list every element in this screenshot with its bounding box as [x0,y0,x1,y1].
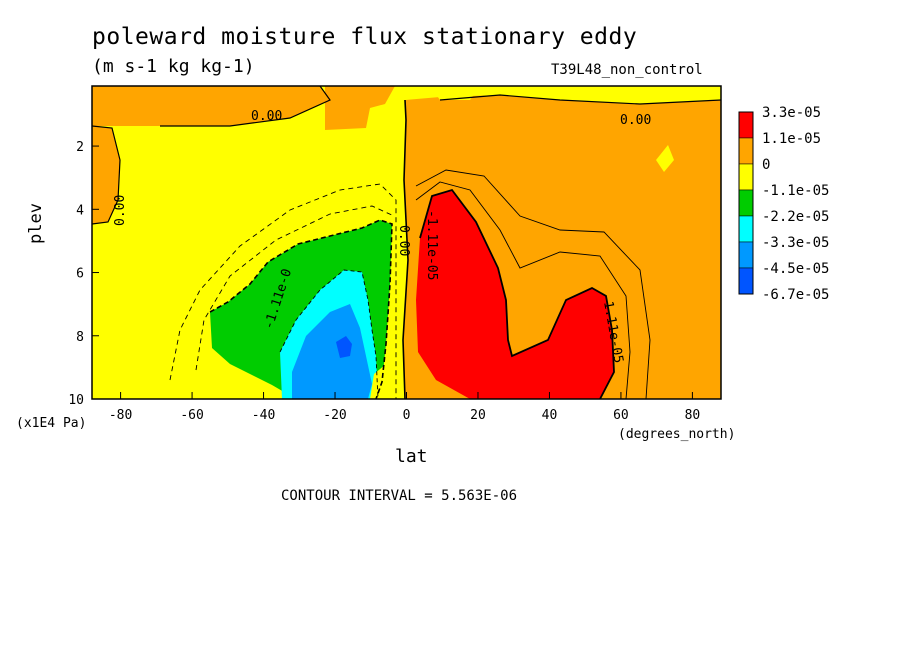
colorbar-label: -1.1e-05 [762,183,829,199]
fill-yellow-island-east [656,145,674,172]
y-axis-unit: (x1E4 Pa) [16,416,87,431]
colorbar-label: -2.2e-05 [762,209,829,225]
x-axis-label: lat [395,446,428,467]
y-axis-ticks: 2 4 6 8 10 [68,140,99,408]
colorbar-label: 3.3e-05 [762,105,821,121]
colorbar-swatch [738,189,754,217]
colorbar-label: 1.1e-05 [762,131,821,147]
colorbar-swatch [738,137,754,165]
fill-red-max-10n [416,190,614,399]
y-tick-label: 6 [76,267,84,282]
y-tick-label: 8 [76,330,84,345]
contour-negative-mid [195,205,395,371]
y-tick-label: 2 [76,140,84,155]
fill-orange-top-mid [325,86,395,130]
colorbar-swatch [738,241,754,269]
x-tick-label: 80 [685,408,701,423]
x-tick-label: 0 [403,408,411,423]
colorbar-swatch [738,267,754,295]
colorbar-swatch [738,163,754,191]
contour-label: -1.11e-05 [424,210,439,280]
colorbar-label: -3.3e-05 [762,235,829,251]
y-tick-label: 10 [68,393,84,408]
contour-zero-top [160,86,331,127]
contour-label: 0.00 [620,113,651,128]
contour-zero-left [92,125,121,225]
run-label: T39L48_non_control [551,62,703,78]
contour-label: 0.00 [113,195,128,226]
fill-yellow-notch [370,364,400,399]
x-tick-label: 40 [542,408,558,423]
contour-label: 0.00 [251,109,282,124]
contour-interval: CONTOUR INTERVAL = 5.563E-06 [281,488,518,504]
x-tick-label: 20 [470,408,486,423]
y-tick-label: 4 [76,203,84,218]
contour-zero-top-right [439,94,721,105]
contour-cyan-boundary [279,269,379,399]
colorbar-swatch [738,215,754,243]
contour-positive-outer [415,169,651,399]
x-tick-label: -60 [180,408,203,423]
contour-label: 0.00 [396,225,411,256]
contour-positive-inner [415,181,631,399]
chart-units: (m s-1 kg kg-1) [92,56,255,77]
fill-orange-top-left [92,86,330,126]
x-tick-label: -40 [252,408,275,423]
contour-negative-outer [169,183,397,399]
fill-blue-sh [292,304,372,399]
colorbar: 3.3e-05 1.1e-05 0 -1.1e-05 -2.2e-05 -3.3e-05 -… [738,105,829,303]
colorbar-swatch [738,111,754,139]
fill-yellow-island-top [430,86,480,100]
x-tick-label: -20 [323,408,346,423]
contour-red-boundary [419,188,615,399]
x-axis-ticks: -80 -60 -40 -20 0 20 40 60 80 [109,392,700,423]
colorbar-label: -6.7e-05 [762,287,829,303]
x-tick-label: -80 [109,408,132,423]
x-tick-label: 60 [613,408,629,423]
fill-orange-left-edge [92,126,120,224]
colorbar-label: 0 [762,157,770,173]
x-axis-unit: (degrees_north) [618,427,736,442]
colorbar-label: -4.5e-05 [762,261,829,277]
chart-title: poleward moisture flux stationary eddy [92,24,638,50]
contour-zero-nh [402,99,409,399]
contour-green-boundary [209,219,393,399]
colorbar-frame [738,111,754,295]
fill-darkblue-sh [336,336,352,358]
